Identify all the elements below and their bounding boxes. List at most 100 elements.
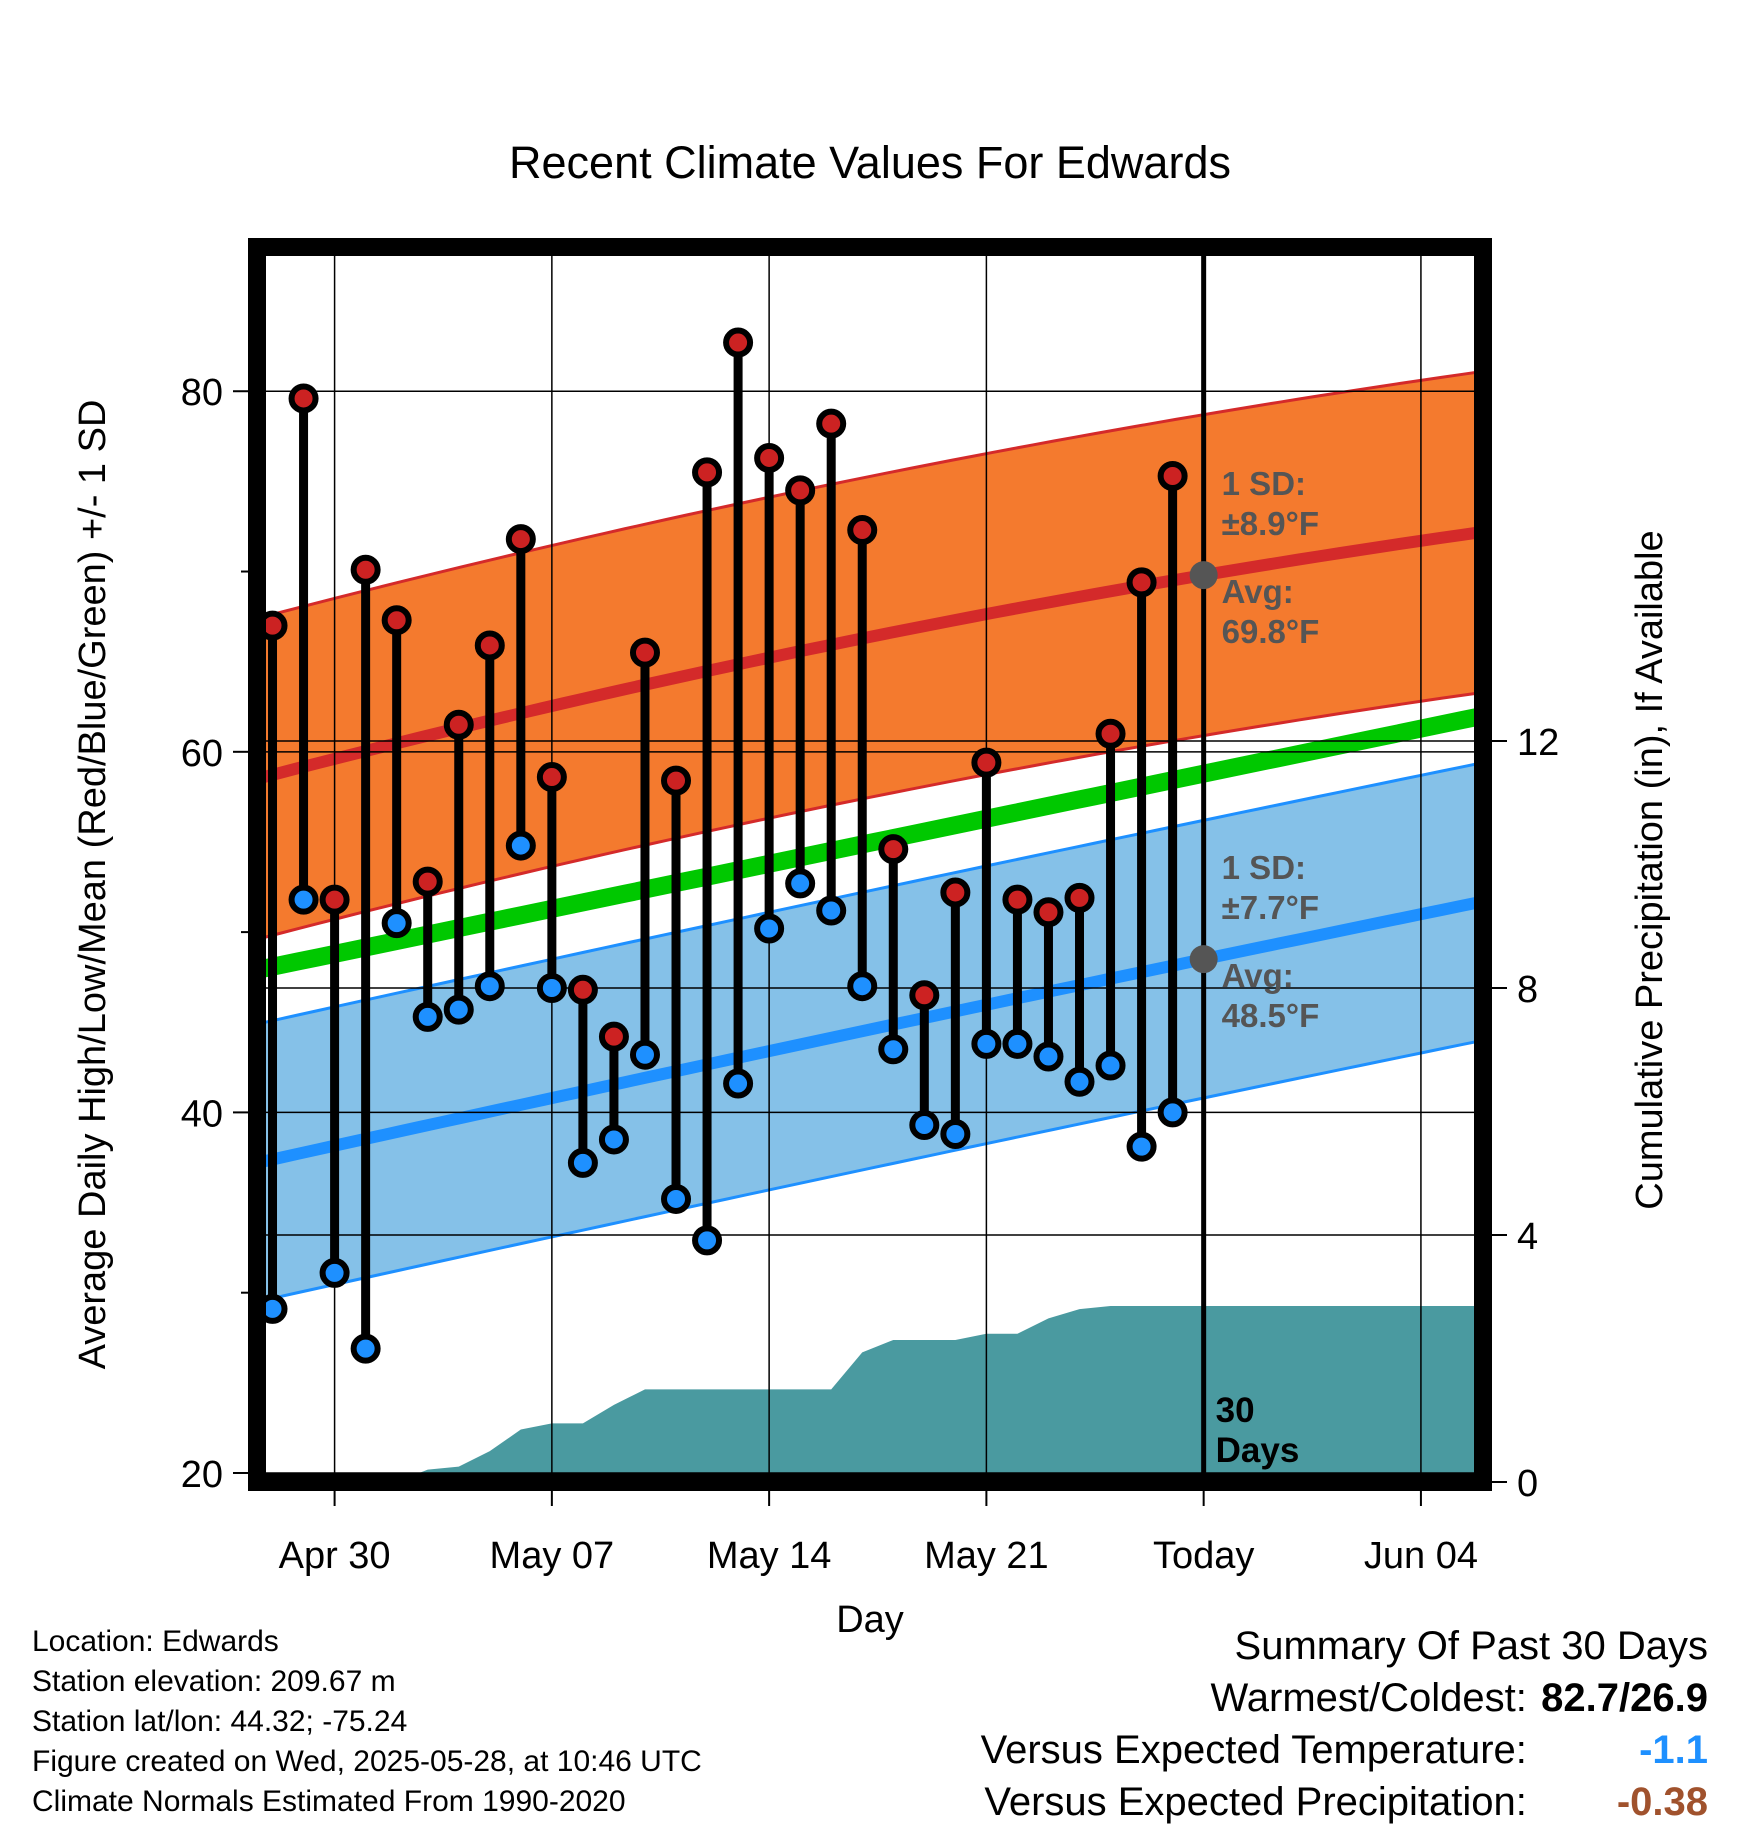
low-point bbox=[661, 1183, 692, 1214]
days-count-word: Days bbox=[1216, 1431, 1300, 1470]
today-low-avg-marker bbox=[1189, 945, 1218, 974]
low-point bbox=[785, 868, 816, 899]
low-point bbox=[692, 1225, 723, 1256]
high-point bbox=[1126, 567, 1157, 598]
high-point bbox=[1095, 718, 1126, 749]
y2-axis-label: Cumulative Precipitation (in), If Availa… bbox=[1629, 530, 1671, 1209]
normals-text: Climate Normals Estimated From 1990-2020 bbox=[32, 1785, 626, 1818]
high-point bbox=[474, 630, 505, 661]
precip-area bbox=[272, 1306, 1483, 1482]
low-point bbox=[847, 971, 878, 1002]
warm-cold-row: Warmest/Coldest: 82.7/26.9 bbox=[981, 1672, 1709, 1724]
low-point bbox=[971, 1028, 1002, 1059]
low-point bbox=[1064, 1066, 1095, 1097]
x-tick-label: May 07 bbox=[490, 1535, 615, 1577]
temp-value: -1.1 bbox=[1639, 1728, 1708, 1772]
plot-area bbox=[257, 247, 1483, 1482]
low-point bbox=[629, 1039, 660, 1070]
high-point bbox=[443, 709, 474, 740]
low-point bbox=[381, 908, 412, 939]
x-axis-label: Day bbox=[836, 1599, 904, 1641]
y-tick-label: 40 bbox=[181, 1093, 223, 1135]
low-point bbox=[1126, 1131, 1157, 1162]
plot-frame bbox=[248, 238, 1492, 1491]
x-tick-label: Jun 04 bbox=[1364, 1535, 1478, 1577]
low-point bbox=[816, 895, 847, 926]
high-point bbox=[847, 515, 878, 546]
high-point bbox=[878, 834, 909, 865]
precip-value: -0.38 bbox=[1616, 1780, 1708, 1824]
low-point bbox=[1002, 1028, 1033, 1059]
high-point bbox=[909, 980, 940, 1011]
high-point bbox=[598, 1021, 629, 1052]
high-point bbox=[536, 762, 567, 793]
high-point bbox=[319, 884, 350, 915]
y2-tick-label: 0 bbox=[1517, 1463, 1538, 1505]
low-sd-band-lower-edge bbox=[257, 1038, 1483, 1304]
y-tick-label: 60 bbox=[181, 733, 223, 775]
low-point bbox=[567, 1147, 598, 1178]
high-sd-band-upper-edge bbox=[257, 369, 1483, 620]
days-count-number: 30 bbox=[1216, 1391, 1255, 1430]
low-avg-label: Avg: bbox=[1222, 957, 1294, 994]
temp-label: Versus Expected Temperature: bbox=[980, 1728, 1527, 1772]
high-point bbox=[785, 475, 816, 506]
high-point bbox=[816, 408, 847, 439]
low-avg-value: 48.5°F bbox=[1222, 997, 1320, 1034]
x-tick-label: Apr 30 bbox=[279, 1535, 391, 1577]
low-point bbox=[598, 1124, 629, 1155]
high-point bbox=[1002, 884, 1033, 915]
high-point bbox=[971, 747, 1002, 778]
high-point bbox=[754, 442, 785, 473]
high-point bbox=[288, 383, 319, 414]
low-point bbox=[412, 1001, 443, 1032]
low-sd-label: 1 SD: bbox=[1222, 849, 1306, 886]
low-point bbox=[1033, 1041, 1064, 1072]
y-axis-label: Average Daily High/Low/Mean (Red/Blue/Gr… bbox=[72, 400, 114, 1370]
x-tick-label: Today bbox=[1153, 1535, 1254, 1577]
summary-panel: Summary Of Past 30 Days Warmest/Coldest:… bbox=[981, 1620, 1708, 1828]
low-point bbox=[940, 1119, 971, 1150]
high-point bbox=[1033, 897, 1064, 928]
chart-title: Recent Climate Values For Edwards bbox=[509, 137, 1231, 188]
low-point bbox=[1157, 1097, 1188, 1128]
x-tick-label: May 14 bbox=[707, 1535, 832, 1577]
high-point bbox=[629, 637, 660, 668]
high-point bbox=[723, 327, 754, 358]
low-point bbox=[319, 1257, 350, 1288]
created-text: Figure created on Wed, 2025-05-28, at 10… bbox=[32, 1745, 702, 1778]
low-point bbox=[1095, 1050, 1126, 1081]
low-point bbox=[288, 884, 319, 915]
summary-title: Summary Of Past 30 Days bbox=[1234, 1624, 1708, 1668]
high-point bbox=[661, 765, 692, 796]
warm-cold-value: 82.7/26.9 bbox=[1541, 1676, 1708, 1720]
high-point bbox=[1064, 882, 1095, 913]
high-point bbox=[567, 974, 598, 1005]
x-tick-label: May 21 bbox=[924, 1535, 1049, 1577]
low-point bbox=[754, 913, 785, 944]
y2-tick-label: 8 bbox=[1517, 969, 1538, 1011]
high-point bbox=[940, 877, 971, 908]
high-avg-value: 69.8°F bbox=[1222, 613, 1320, 650]
warm-cold-label: Warmest/Coldest: bbox=[1210, 1676, 1527, 1720]
high-sd-label: 1 SD: bbox=[1222, 465, 1306, 502]
low-point bbox=[474, 971, 505, 1002]
high-point bbox=[350, 554, 381, 585]
today-high-avg-marker bbox=[1189, 561, 1218, 590]
high-point bbox=[381, 605, 412, 636]
station-info: Location: Edwards Station elevation: 209… bbox=[32, 1622, 702, 1822]
high-point bbox=[505, 524, 536, 555]
low-point bbox=[909, 1110, 940, 1141]
low-point bbox=[536, 973, 567, 1003]
low-point bbox=[723, 1068, 754, 1099]
high-avg-label: Avg: bbox=[1222, 573, 1294, 610]
y2-tick-label: 12 bbox=[1517, 722, 1559, 764]
high-sd-value: ±8.9°F bbox=[1222, 505, 1319, 542]
low-point bbox=[443, 994, 474, 1025]
y-tick-label: 80 bbox=[181, 372, 223, 414]
location-text: Location: Edwards bbox=[32, 1625, 279, 1658]
high-point bbox=[412, 866, 443, 897]
y2-tick-label: 4 bbox=[1517, 1216, 1538, 1258]
precip-label: Versus Expected Precipitation: bbox=[984, 1780, 1527, 1824]
